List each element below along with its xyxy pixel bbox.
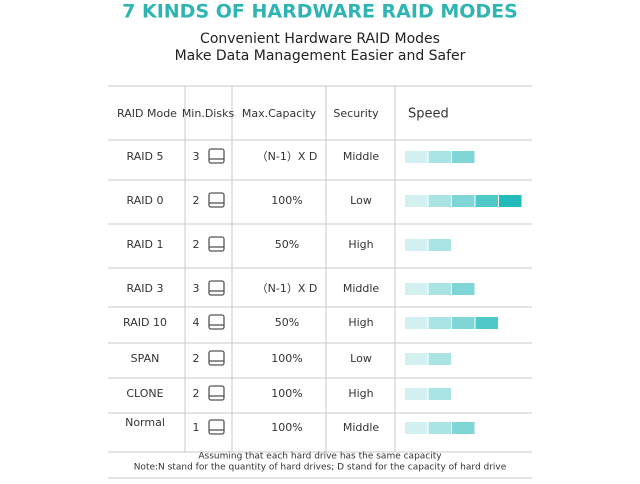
max-capacity: 100% [271,387,302,400]
max-capacity: 100% [271,421,302,434]
subtitle: Make Data Management Easier and Safer [175,48,466,64]
disk-icon [208,385,225,401]
speed-segment [428,317,451,329]
speed-segment [452,317,475,329]
raid-mode: SPAN [131,352,160,365]
speed-segment [428,422,451,434]
speed-segment [452,422,475,434]
speed-segment [475,317,498,329]
column-header: Min.Disks [182,107,235,120]
disk-icon [208,236,225,252]
min-disks: 3 [193,150,200,163]
max-capacity: 100% [271,352,302,365]
security: Middle [343,421,380,434]
security: High [348,238,373,251]
column-header: Max.Capacity [242,107,317,120]
speed-segment [428,388,451,400]
subtitle: Convenient Hardware RAID Modes [200,31,440,47]
speed-segment [499,195,522,207]
speed-segment [428,195,451,207]
raid-mode: RAID 3 [127,282,164,295]
speed-segment [428,239,451,251]
security: High [348,316,373,329]
disk-icon [208,192,225,208]
speed-segment [405,317,428,329]
max-capacity: （N-1）X D [257,282,318,295]
max-capacity: 100% [271,194,302,207]
note: Note:N stand for the quantity of hard dr… [134,463,507,473]
speed-segment [405,353,428,365]
title: 7 KINDS OF HARDWARE RAID MODES [122,1,518,23]
column-header: RAID Mode [117,107,177,120]
disk-icon [208,148,225,164]
security: Middle [343,282,380,295]
speed-segment [452,151,475,163]
speed-segment [475,195,498,207]
column-header: Speed [408,107,449,122]
max-capacity: （N-1）X D [257,150,318,163]
min-disks: 4 [193,316,200,329]
raid-mode: RAID 5 [127,150,164,163]
security: High [348,387,373,400]
raid-mode: Normal [125,416,165,429]
min-disks: 2 [193,352,200,365]
column-header: Security [333,107,379,120]
speed-segment [452,195,475,207]
raid-mode: CLONE [126,387,163,400]
disk-icon [208,280,225,296]
min-disks: 2 [193,238,200,251]
min-disks: 1 [193,421,200,434]
speed-segment [405,283,428,295]
note: Assuming that each hard drive has the sa… [198,452,442,462]
speed-segment [452,283,475,295]
raid-mode: RAID 0 [127,194,164,207]
raid-mode: RAID 10 [123,316,167,329]
max-capacity: 50% [275,316,299,329]
max-capacity: 50% [275,238,299,251]
speed-segment [405,195,428,207]
security: Middle [343,150,380,163]
min-disks: 3 [193,282,200,295]
security: Low [350,194,372,207]
disk-icon [208,350,225,366]
speed-segment [405,151,428,163]
speed-segment [405,239,428,251]
speed-segment [428,353,451,365]
min-disks: 2 [193,387,200,400]
speed-segment [428,151,451,163]
disk-icon [208,314,225,330]
speed-segment [405,422,428,434]
disk-icon [208,419,225,435]
speed-segment [405,388,428,400]
raid-mode: RAID 1 [127,238,164,251]
security: Low [350,352,372,365]
speed-segment [428,283,451,295]
min-disks: 2 [193,194,200,207]
